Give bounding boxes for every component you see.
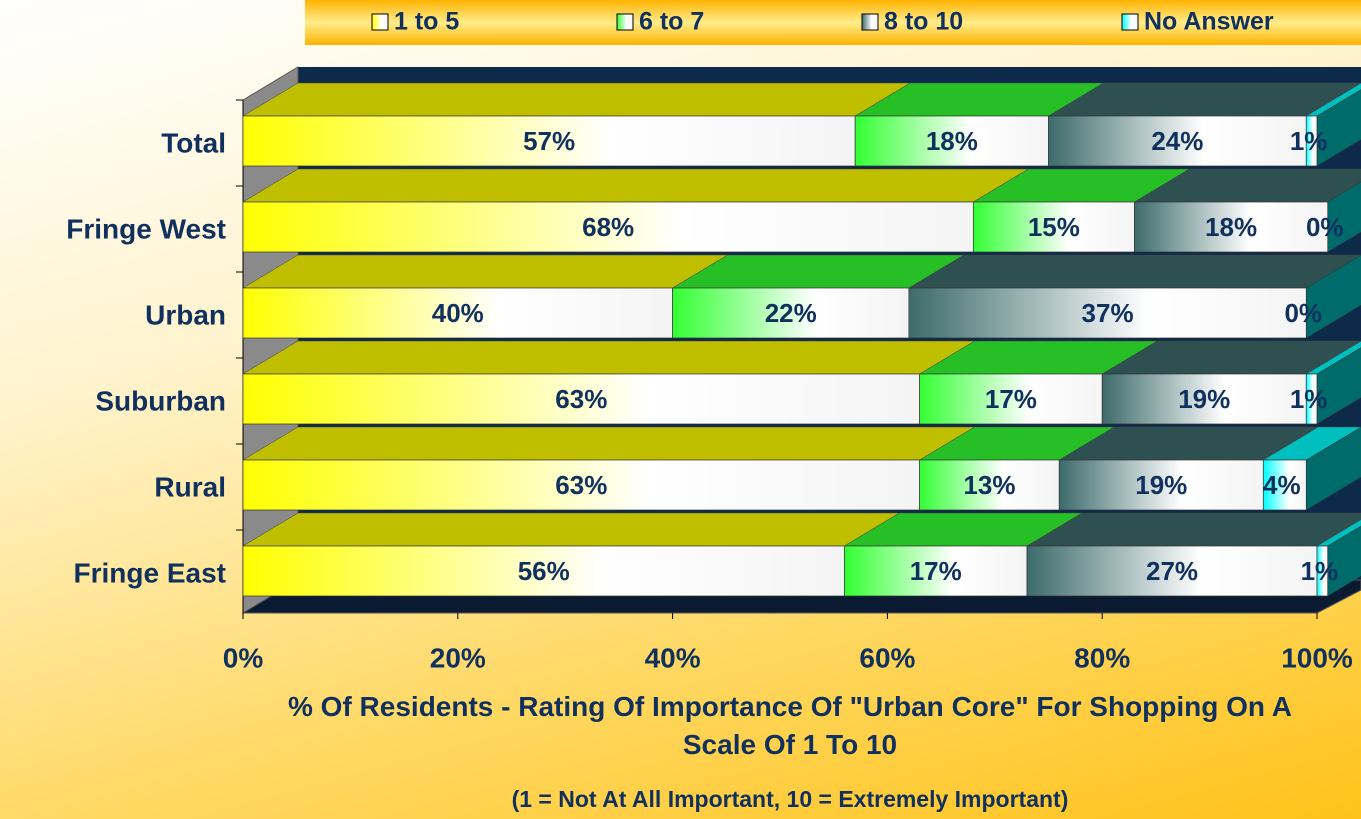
data-label: 13% xyxy=(963,470,1015,500)
bar xyxy=(1134,201,1329,253)
x-tick-label: 80% xyxy=(1074,642,1130,673)
x-tick-label: 40% xyxy=(645,642,701,673)
legend-swatch xyxy=(371,13,389,31)
x-axis-label: % Of Residents - Rating Of Importance Of… xyxy=(288,691,1292,760)
data-label: 0% xyxy=(1306,212,1344,242)
bar xyxy=(242,201,974,253)
x-tick-label: 0% xyxy=(223,642,264,673)
legend-label: 6 to 7 xyxy=(639,8,704,36)
bar xyxy=(919,459,1060,511)
x-tick-label: 60% xyxy=(859,642,915,673)
data-label: 18% xyxy=(1205,212,1257,242)
bar xyxy=(242,115,856,167)
x-tick-label: 100% xyxy=(1281,642,1353,673)
bar-top xyxy=(242,426,976,461)
data-label: 19% xyxy=(1178,384,1230,414)
y-tick-label: Fringe West xyxy=(66,213,226,244)
legend-swatch xyxy=(616,13,634,31)
bar xyxy=(242,459,920,511)
bar xyxy=(1058,459,1264,511)
bar-top xyxy=(242,254,729,289)
data-label: 40% xyxy=(432,298,484,328)
legend-label: 8 to 10 xyxy=(884,8,963,36)
data-label: 37% xyxy=(1082,298,1134,328)
bar-top xyxy=(1026,512,1361,547)
data-label: 57% xyxy=(523,126,575,156)
data-label: 22% xyxy=(765,298,817,328)
data-label: 27% xyxy=(1146,556,1198,586)
data-label: 4% xyxy=(1263,470,1301,500)
subtitle: (1 = Not At All Important, 10 = Extremel… xyxy=(511,786,1069,812)
y-tick-label: Rural xyxy=(154,471,226,502)
y-tick-label: Suburban xyxy=(95,385,226,416)
data-label: 19% xyxy=(1135,470,1187,500)
data-label: 63% xyxy=(555,470,607,500)
bar xyxy=(1262,459,1307,511)
bar xyxy=(1305,115,1318,167)
data-label: 56% xyxy=(518,556,570,586)
bar-top xyxy=(242,82,912,117)
bar xyxy=(242,287,673,339)
bar xyxy=(242,373,920,425)
y-tick-label: Fringe East xyxy=(74,557,226,588)
data-label: 1% xyxy=(1290,384,1328,414)
data-label: 1% xyxy=(1290,126,1328,156)
bar-top xyxy=(242,512,901,547)
data-label: 1% xyxy=(1301,556,1339,586)
bar-top xyxy=(907,254,1361,289)
bar xyxy=(672,287,910,339)
bar-top xyxy=(242,168,1030,203)
bar xyxy=(972,201,1135,253)
legend-band xyxy=(305,0,1361,45)
data-label: 18% xyxy=(926,126,978,156)
bar xyxy=(908,287,1307,339)
bar xyxy=(844,545,1028,597)
y-tick-label: Total xyxy=(161,127,226,158)
bar-top xyxy=(242,340,976,375)
bar xyxy=(1026,545,1318,597)
legend-swatch xyxy=(1121,13,1139,31)
data-label: 15% xyxy=(1028,212,1080,242)
bar xyxy=(919,373,1103,425)
data-label: 0% xyxy=(1284,298,1322,328)
data-label: 24% xyxy=(1151,126,1203,156)
data-label: 17% xyxy=(985,384,1037,414)
y-tick-label: Urban xyxy=(145,299,226,330)
x-tick-label: 20% xyxy=(430,642,486,673)
chart: 1 to 5 6 to 7 8 to 10 No Answer 0% 20% 40% 60% 8… xyxy=(66,0,1361,673)
bar xyxy=(854,115,1049,167)
bar xyxy=(1305,373,1318,425)
data-label: 68% xyxy=(582,212,634,242)
legend-swatch xyxy=(861,13,879,31)
legend-label: 1 to 5 xyxy=(394,8,459,36)
data-label: 17% xyxy=(910,556,962,586)
bar xyxy=(1316,545,1329,597)
data-label: 63% xyxy=(555,384,607,414)
bar xyxy=(1101,373,1307,425)
legend-label: No Answer xyxy=(1144,8,1274,36)
